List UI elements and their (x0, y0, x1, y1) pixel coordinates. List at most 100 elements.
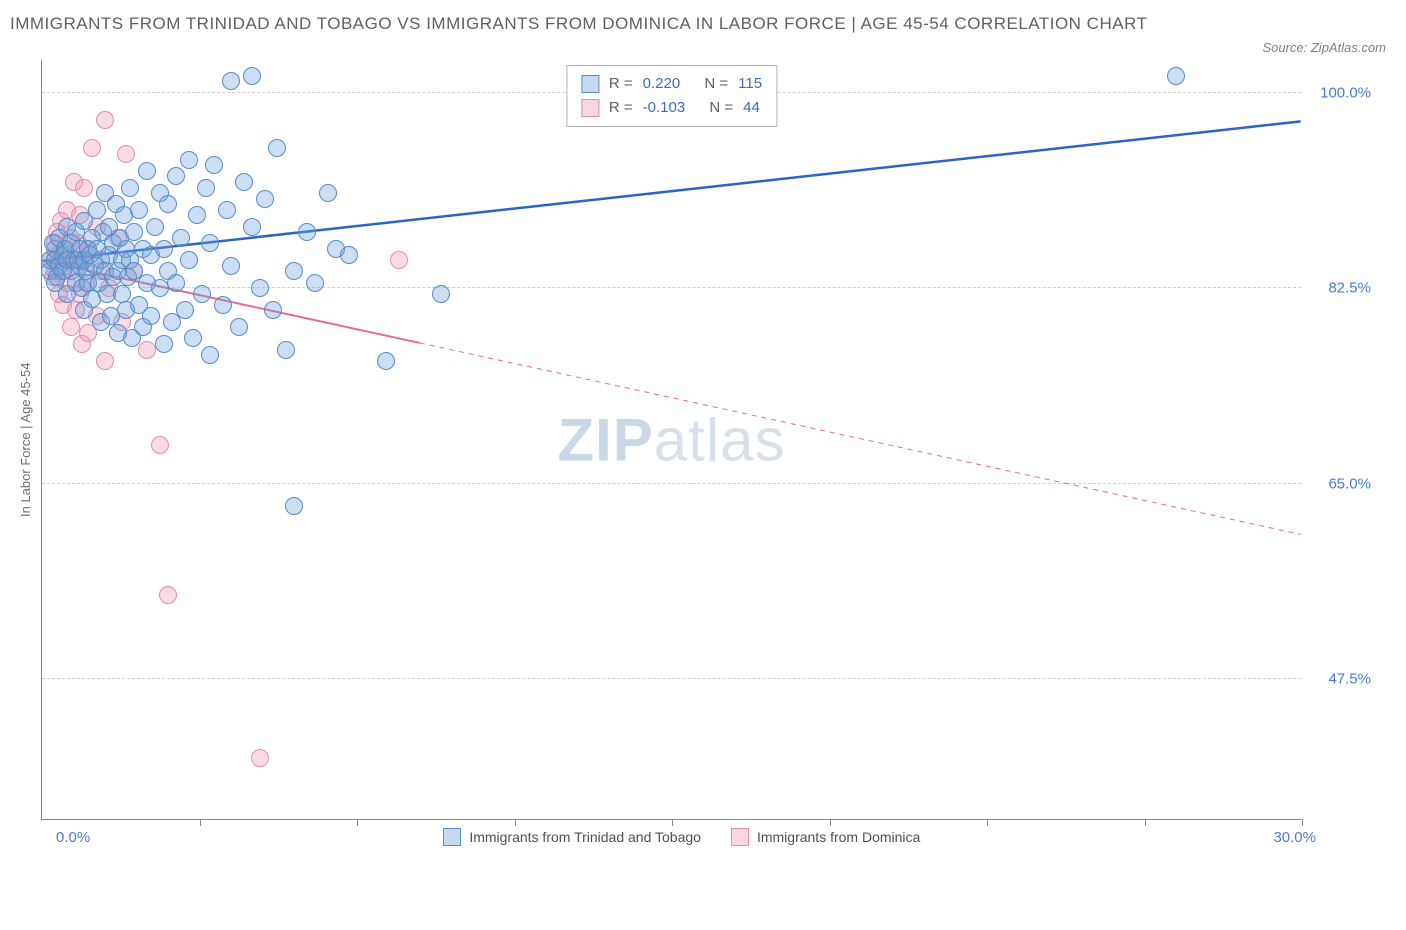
bottom-legend: Immigrants from Trinidad and Tobago Immi… (443, 828, 920, 846)
plot-wrapper: In Labor Force | Age 45-54 ZIPatlas R = … (10, 60, 1396, 820)
data-point (201, 234, 219, 252)
r-label: R = (609, 72, 633, 96)
watermark-atlas: atlas (654, 406, 786, 473)
legend-item-trinidad: Immigrants from Trinidad and Tobago (443, 828, 701, 846)
data-point (151, 436, 169, 454)
data-point (159, 195, 177, 213)
x-max-label: 30.0% (1273, 829, 1316, 846)
watermark-zip: ZIP (557, 406, 653, 473)
data-point (222, 257, 240, 275)
chart-title: IMMIGRANTS FROM TRINIDAD AND TOBAGO VS I… (10, 10, 1147, 37)
x-tick (987, 819, 988, 826)
data-point (218, 201, 236, 219)
y-axis-label: In Labor Force | Age 45-54 (10, 60, 41, 820)
data-point (155, 240, 173, 258)
data-point (172, 229, 190, 247)
data-point (62, 318, 80, 336)
data-point (113, 285, 131, 303)
data-point (277, 341, 295, 359)
data-point (251, 279, 269, 297)
data-point (268, 139, 286, 157)
data-point (235, 173, 253, 191)
data-point (188, 206, 206, 224)
n-value-dominica: 44 (743, 96, 760, 120)
data-point (159, 586, 177, 604)
data-point (285, 262, 303, 280)
n-label: N = (709, 96, 733, 120)
r-value-trinidad: 0.220 (643, 72, 681, 96)
data-point (167, 167, 185, 185)
x-tick (1302, 819, 1303, 826)
data-point (96, 352, 114, 370)
y-tick-label: 82.5% (1311, 280, 1371, 297)
data-point (138, 341, 156, 359)
data-point (75, 179, 93, 197)
x-tick (515, 819, 516, 826)
data-point (193, 285, 211, 303)
data-point (130, 201, 148, 219)
stats-row-trinidad: R = 0.220 N = 115 (581, 72, 762, 96)
data-point (146, 218, 164, 236)
y-tick-label: 47.5% (1311, 671, 1371, 688)
x-tick (830, 819, 831, 826)
data-point (180, 251, 198, 269)
data-point (96, 111, 114, 129)
data-point (214, 296, 232, 314)
data-point (222, 72, 240, 90)
data-point (125, 223, 143, 241)
y-tick-label: 65.0% (1311, 475, 1371, 492)
data-point (176, 301, 194, 319)
swatch-blue-icon (581, 75, 599, 93)
x-tick (200, 819, 201, 826)
watermark: ZIPatlas (557, 405, 785, 474)
swatch-pink-icon (731, 828, 749, 846)
gridline (42, 678, 1301, 679)
r-value-dominica: -0.103 (643, 96, 686, 120)
data-point (88, 201, 106, 219)
data-point (201, 346, 219, 364)
data-point (251, 749, 269, 767)
data-point (306, 274, 324, 292)
data-point (264, 301, 282, 319)
data-point (121, 179, 139, 197)
data-point (83, 139, 101, 157)
plot-area: ZIPatlas R = 0.220 N = 115 R = -0.103 (41, 60, 1301, 820)
title-row: IMMIGRANTS FROM TRINIDAD AND TOBAGO VS I… (10, 10, 1396, 55)
data-point (184, 329, 202, 347)
data-point (340, 246, 358, 264)
swatch-blue-icon (443, 828, 461, 846)
data-point (1167, 67, 1185, 85)
data-point (180, 151, 198, 169)
gridline (42, 287, 1301, 288)
y-tick-label: 100.0% (1311, 84, 1371, 101)
correlation-chart: IMMIGRANTS FROM TRINIDAD AND TOBAGO VS I… (10, 10, 1396, 846)
source-attribution: Source: ZipAtlas.com (1262, 40, 1386, 55)
data-point (298, 223, 316, 241)
gridline (42, 483, 1301, 484)
data-point (243, 67, 261, 85)
legend-item-dominica: Immigrants from Dominica (731, 828, 920, 846)
x-tick (1145, 819, 1146, 826)
data-point (230, 318, 248, 336)
data-point (285, 497, 303, 515)
trendlines-svg (42, 60, 1301, 819)
data-point (205, 156, 223, 174)
x-tick (357, 819, 358, 826)
stats-row-dominica: R = -0.103 N = 44 (581, 96, 762, 120)
data-point (432, 285, 450, 303)
n-value-trinidad: 115 (738, 72, 762, 96)
data-point (167, 274, 185, 292)
data-point (117, 145, 135, 163)
data-point (256, 190, 274, 208)
x-min-label: 0.0% (56, 829, 90, 846)
data-point (243, 218, 261, 236)
x-axis-row: 0.0% Immigrants from Trinidad and Tobago… (56, 828, 1316, 846)
data-point (138, 162, 156, 180)
data-point (197, 179, 215, 197)
r-label: R = (609, 96, 633, 120)
x-tick (672, 819, 673, 826)
data-point (377, 352, 395, 370)
legend-label-dominica: Immigrants from Dominica (757, 829, 920, 845)
data-point (155, 335, 173, 353)
legend-label-trinidad: Immigrants from Trinidad and Tobago (469, 829, 701, 845)
